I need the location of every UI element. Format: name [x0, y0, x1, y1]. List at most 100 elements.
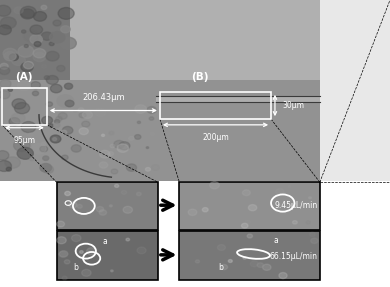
Circle shape — [78, 108, 84, 112]
Circle shape — [33, 53, 46, 62]
Circle shape — [99, 210, 106, 215]
Circle shape — [57, 95, 74, 107]
Circle shape — [42, 116, 53, 124]
Circle shape — [0, 5, 11, 16]
Circle shape — [9, 118, 20, 125]
Circle shape — [61, 130, 67, 135]
Circle shape — [110, 205, 112, 207]
Circle shape — [12, 99, 26, 109]
Circle shape — [123, 206, 133, 213]
Circle shape — [32, 144, 46, 154]
Circle shape — [11, 55, 25, 65]
Bar — [70, 0, 320, 115]
Circle shape — [114, 140, 124, 148]
Circle shape — [122, 126, 129, 131]
Circle shape — [79, 128, 89, 135]
Circle shape — [20, 6, 36, 18]
Circle shape — [257, 263, 264, 267]
Text: a: a — [103, 237, 107, 246]
Circle shape — [32, 91, 39, 96]
Circle shape — [243, 190, 250, 196]
Bar — [156, 96, 320, 102]
Circle shape — [46, 51, 59, 61]
Circle shape — [62, 276, 67, 280]
Circle shape — [49, 124, 53, 127]
Circle shape — [57, 221, 64, 227]
Circle shape — [245, 220, 250, 224]
Circle shape — [5, 157, 20, 168]
Circle shape — [146, 147, 149, 149]
Circle shape — [0, 25, 11, 35]
Circle shape — [14, 139, 30, 151]
Bar — [57, 231, 158, 280]
Circle shape — [61, 26, 70, 33]
Bar — [0, 0, 320, 181]
Circle shape — [126, 238, 129, 241]
Text: 200μm: 200μm — [202, 133, 229, 142]
Text: b: b — [218, 263, 223, 272]
Bar — [179, 182, 320, 230]
Circle shape — [14, 102, 30, 114]
Bar — [0, 0, 70, 181]
Circle shape — [9, 54, 18, 61]
Circle shape — [4, 52, 16, 61]
Circle shape — [34, 11, 46, 21]
Circle shape — [0, 160, 11, 171]
Circle shape — [262, 264, 271, 270]
Circle shape — [0, 63, 8, 69]
Circle shape — [31, 82, 41, 89]
Circle shape — [58, 113, 67, 119]
Circle shape — [59, 251, 67, 257]
Circle shape — [115, 184, 119, 187]
Circle shape — [41, 32, 53, 40]
Circle shape — [0, 91, 10, 99]
Circle shape — [145, 168, 151, 171]
Circle shape — [310, 232, 315, 236]
Circle shape — [308, 197, 311, 199]
Circle shape — [228, 259, 232, 263]
Circle shape — [50, 135, 61, 143]
Circle shape — [30, 35, 43, 44]
Circle shape — [46, 102, 53, 106]
Circle shape — [288, 185, 291, 187]
Circle shape — [18, 46, 34, 57]
Circle shape — [30, 25, 43, 34]
Circle shape — [110, 144, 115, 148]
Bar — [0, 80, 320, 181]
Circle shape — [3, 48, 17, 59]
Circle shape — [96, 207, 104, 212]
Circle shape — [101, 134, 105, 137]
Circle shape — [121, 191, 127, 194]
Circle shape — [41, 142, 46, 146]
Circle shape — [221, 265, 228, 270]
Circle shape — [54, 123, 60, 127]
Circle shape — [46, 75, 58, 84]
Circle shape — [147, 106, 156, 113]
Circle shape — [77, 204, 82, 208]
Circle shape — [135, 135, 141, 139]
Circle shape — [279, 273, 287, 279]
Circle shape — [306, 221, 310, 224]
Circle shape — [188, 209, 197, 216]
Bar — [179, 231, 320, 280]
Circle shape — [30, 158, 34, 161]
Circle shape — [111, 270, 113, 272]
Circle shape — [243, 257, 246, 259]
Circle shape — [21, 62, 33, 71]
Circle shape — [292, 221, 297, 224]
Circle shape — [44, 76, 50, 79]
Circle shape — [6, 167, 11, 171]
Circle shape — [62, 155, 68, 160]
Circle shape — [152, 165, 159, 170]
Circle shape — [58, 36, 65, 41]
Circle shape — [62, 127, 73, 134]
Circle shape — [109, 131, 114, 135]
Circle shape — [17, 147, 33, 159]
Circle shape — [0, 67, 10, 75]
Circle shape — [33, 49, 46, 58]
Circle shape — [137, 121, 140, 123]
Circle shape — [143, 216, 149, 221]
Circle shape — [57, 65, 65, 71]
Circle shape — [218, 245, 225, 251]
Circle shape — [42, 65, 46, 68]
